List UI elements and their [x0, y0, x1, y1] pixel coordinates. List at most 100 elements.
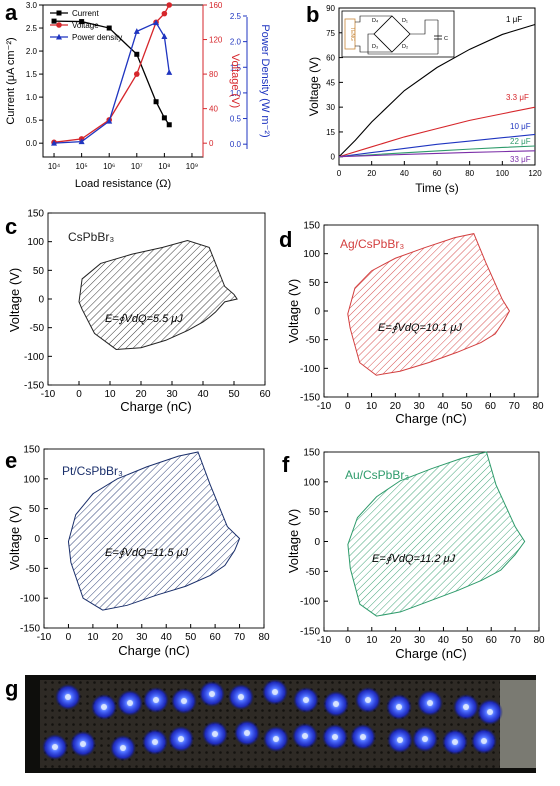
- panel-a-point-current: [79, 19, 85, 25]
- led-core: [152, 739, 158, 745]
- panel-c-xtick-label: 50: [228, 389, 240, 400]
- panel-b-series-line: [338, 150, 536, 158]
- panel-d-xtick-label: 0: [345, 401, 351, 412]
- panel-b-inset-frame: [341, 10, 455, 58]
- panel-b-series-label: 33 μF: [510, 155, 531, 164]
- panel-b-series-label: 10 μF: [510, 122, 531, 131]
- panel-a-point-current: [161, 115, 167, 121]
- panel-a-legend-marker: [56, 33, 62, 40]
- panel-f-ytick-label: -100: [300, 597, 320, 608]
- panel-d-xtick-label: 10: [366, 401, 378, 412]
- panel-a-point-current: [166, 122, 172, 128]
- panel-a-xtick-label: 10⁹: [186, 162, 198, 171]
- panel-e-xtick-label: 40: [161, 632, 173, 643]
- panel-a-point-power: [161, 33, 168, 40]
- panel-b-inset-cap-label: C: [444, 36, 448, 42]
- panel-d-ytick-label: -50: [306, 335, 321, 346]
- panel-a-ytick-far-right-label: 1.5: [230, 63, 242, 72]
- panel-b-inset-circuit: TENG D₄ D₁ D₃ D₂ C: [341, 10, 455, 58]
- panel-a-ytick-left-label: 2.5: [26, 24, 38, 33]
- panel-a-xtick-label: 10⁶: [103, 162, 115, 171]
- led-core: [452, 739, 458, 745]
- panel-b-series-line: [338, 133, 536, 158]
- panel-b-series-line: [338, 24, 536, 158]
- panel-b-inset-diode-label: D₁: [402, 18, 408, 24]
- panel-c-title: CsPbBr₃: [68, 230, 114, 244]
- panel-c-loop: [78, 239, 238, 350]
- panel-d-chart: -10 0 10 20 30 40 50 60 70 80-150-100-50050100150…: [286, 221, 544, 427]
- panel-e-ytick-label: -100: [20, 594, 40, 605]
- panel-e-xtick-label: 20: [112, 632, 124, 643]
- panel-f-xtick-label: 80: [533, 635, 545, 646]
- led-core: [244, 730, 250, 736]
- panel-d-xlabel: Charge (nC): [395, 411, 467, 426]
- led-core: [127, 700, 133, 706]
- panel-f-ytick-label: 0: [314, 537, 320, 548]
- panel-b-series-label: 22 μF: [510, 137, 531, 146]
- led-core: [273, 736, 279, 742]
- led-core: [481, 738, 487, 744]
- panel-e-chart: -10 0 10 20 30 40 50 60 70 80-150-100-50050100150…: [7, 445, 270, 659]
- panel-a-ytick-left-label: 2.0: [26, 47, 38, 56]
- panel-b-inset-wire: [355, 15, 392, 23]
- panel-c-xtick-label: 0: [76, 389, 82, 400]
- led-core: [487, 709, 493, 715]
- panel-b-inset-wire: [367, 33, 438, 55]
- panel-f-ytick-label: 50: [309, 507, 321, 518]
- panel-b-xlabel: Time (s): [415, 181, 459, 195]
- panel-f-xtick-label: 40: [438, 635, 450, 646]
- led-core: [333, 701, 339, 707]
- panel-b-series-line: [338, 145, 536, 158]
- panel-c-xtick-label: 60: [259, 389, 271, 400]
- breadboard-edge: [500, 680, 536, 768]
- panel-b-xtick-label: 120: [528, 169, 542, 178]
- panel-e-ylabel: Voltage (V): [7, 506, 22, 570]
- panel-b-chart: 0 20 40 60 80 100 120 0 15 30 45 60 75 90 Time (s) Volt…: [307, 4, 542, 195]
- panel-c-ytick-label: -150: [24, 381, 44, 392]
- panel-e-xtick-label: 30: [136, 632, 148, 643]
- led-core: [332, 734, 338, 740]
- panel-d-ytick-label: -100: [300, 364, 320, 375]
- panel-a-ytick-right-label: 160: [209, 1, 223, 10]
- panel-a-point-voltage: [133, 71, 140, 77]
- panel-e-xtick-label: -10: [37, 632, 52, 643]
- led-core: [397, 737, 403, 743]
- panel-a-xtick-label: 10⁸: [158, 162, 170, 171]
- led-core: [181, 698, 187, 704]
- panel-f-ytick-label: 150: [303, 448, 320, 459]
- panel-d-ytick-label: 150: [303, 221, 320, 232]
- panel-b-ytick-label: 75: [326, 29, 335, 38]
- panel-d-xtick-label: 60: [485, 401, 497, 412]
- panel-d-xtick-label: 70: [509, 401, 521, 412]
- panel-a-point-current: [51, 18, 57, 24]
- panel-c-ylabel: Voltage (V): [7, 268, 22, 332]
- panel-a-xtick-label: 10⁴: [48, 162, 61, 171]
- panel-f-ytick-label: 100: [303, 477, 320, 488]
- led-photo: [25, 675, 536, 773]
- panel-a-point-power: [166, 69, 173, 75]
- panel-b-xtick-label: 40: [400, 169, 409, 178]
- panel-label-a: a: [5, 0, 18, 25]
- panel-a-ytick-far-right-label: 0.5: [230, 115, 242, 124]
- panel-f-xtick-label: 50: [462, 635, 474, 646]
- panel-c-ytick-label: 50: [33, 266, 45, 277]
- panel-c-energy-annotation: E=∮VdQ=5.5 μJ: [105, 313, 183, 325]
- panel-e-title: Pt/CsPbBr₃: [62, 464, 123, 478]
- panel-a-legend-label: Power density: [72, 33, 122, 42]
- panel-e-ytick-label: -50: [26, 564, 41, 575]
- panel-b-inset-wire: [410, 19, 438, 35]
- panel-a-ytick-right-label: 0: [209, 139, 214, 148]
- panel-e-ytick-label: 150: [23, 445, 40, 456]
- panel-a-point-power: [51, 139, 58, 146]
- panel-f-chart: -10 0 10 20 30 40 50 60 70 80-150-100-50050100150…: [286, 448, 545, 662]
- panel-a-legend-marker: [56, 22, 62, 28]
- panel-a-ylabel-right: Voltage (V): [229, 54, 241, 108]
- panel-f-ylabel: Voltage (V): [286, 509, 301, 573]
- panel-d-xtick-label: -10: [317, 401, 332, 412]
- panel-e-xtick-label: 60: [210, 632, 222, 643]
- panel-c-xlabel: Charge (nC): [120, 399, 192, 414]
- led-core: [153, 697, 159, 703]
- led-core: [272, 689, 278, 695]
- panel-e-xtick-label: 70: [234, 632, 246, 643]
